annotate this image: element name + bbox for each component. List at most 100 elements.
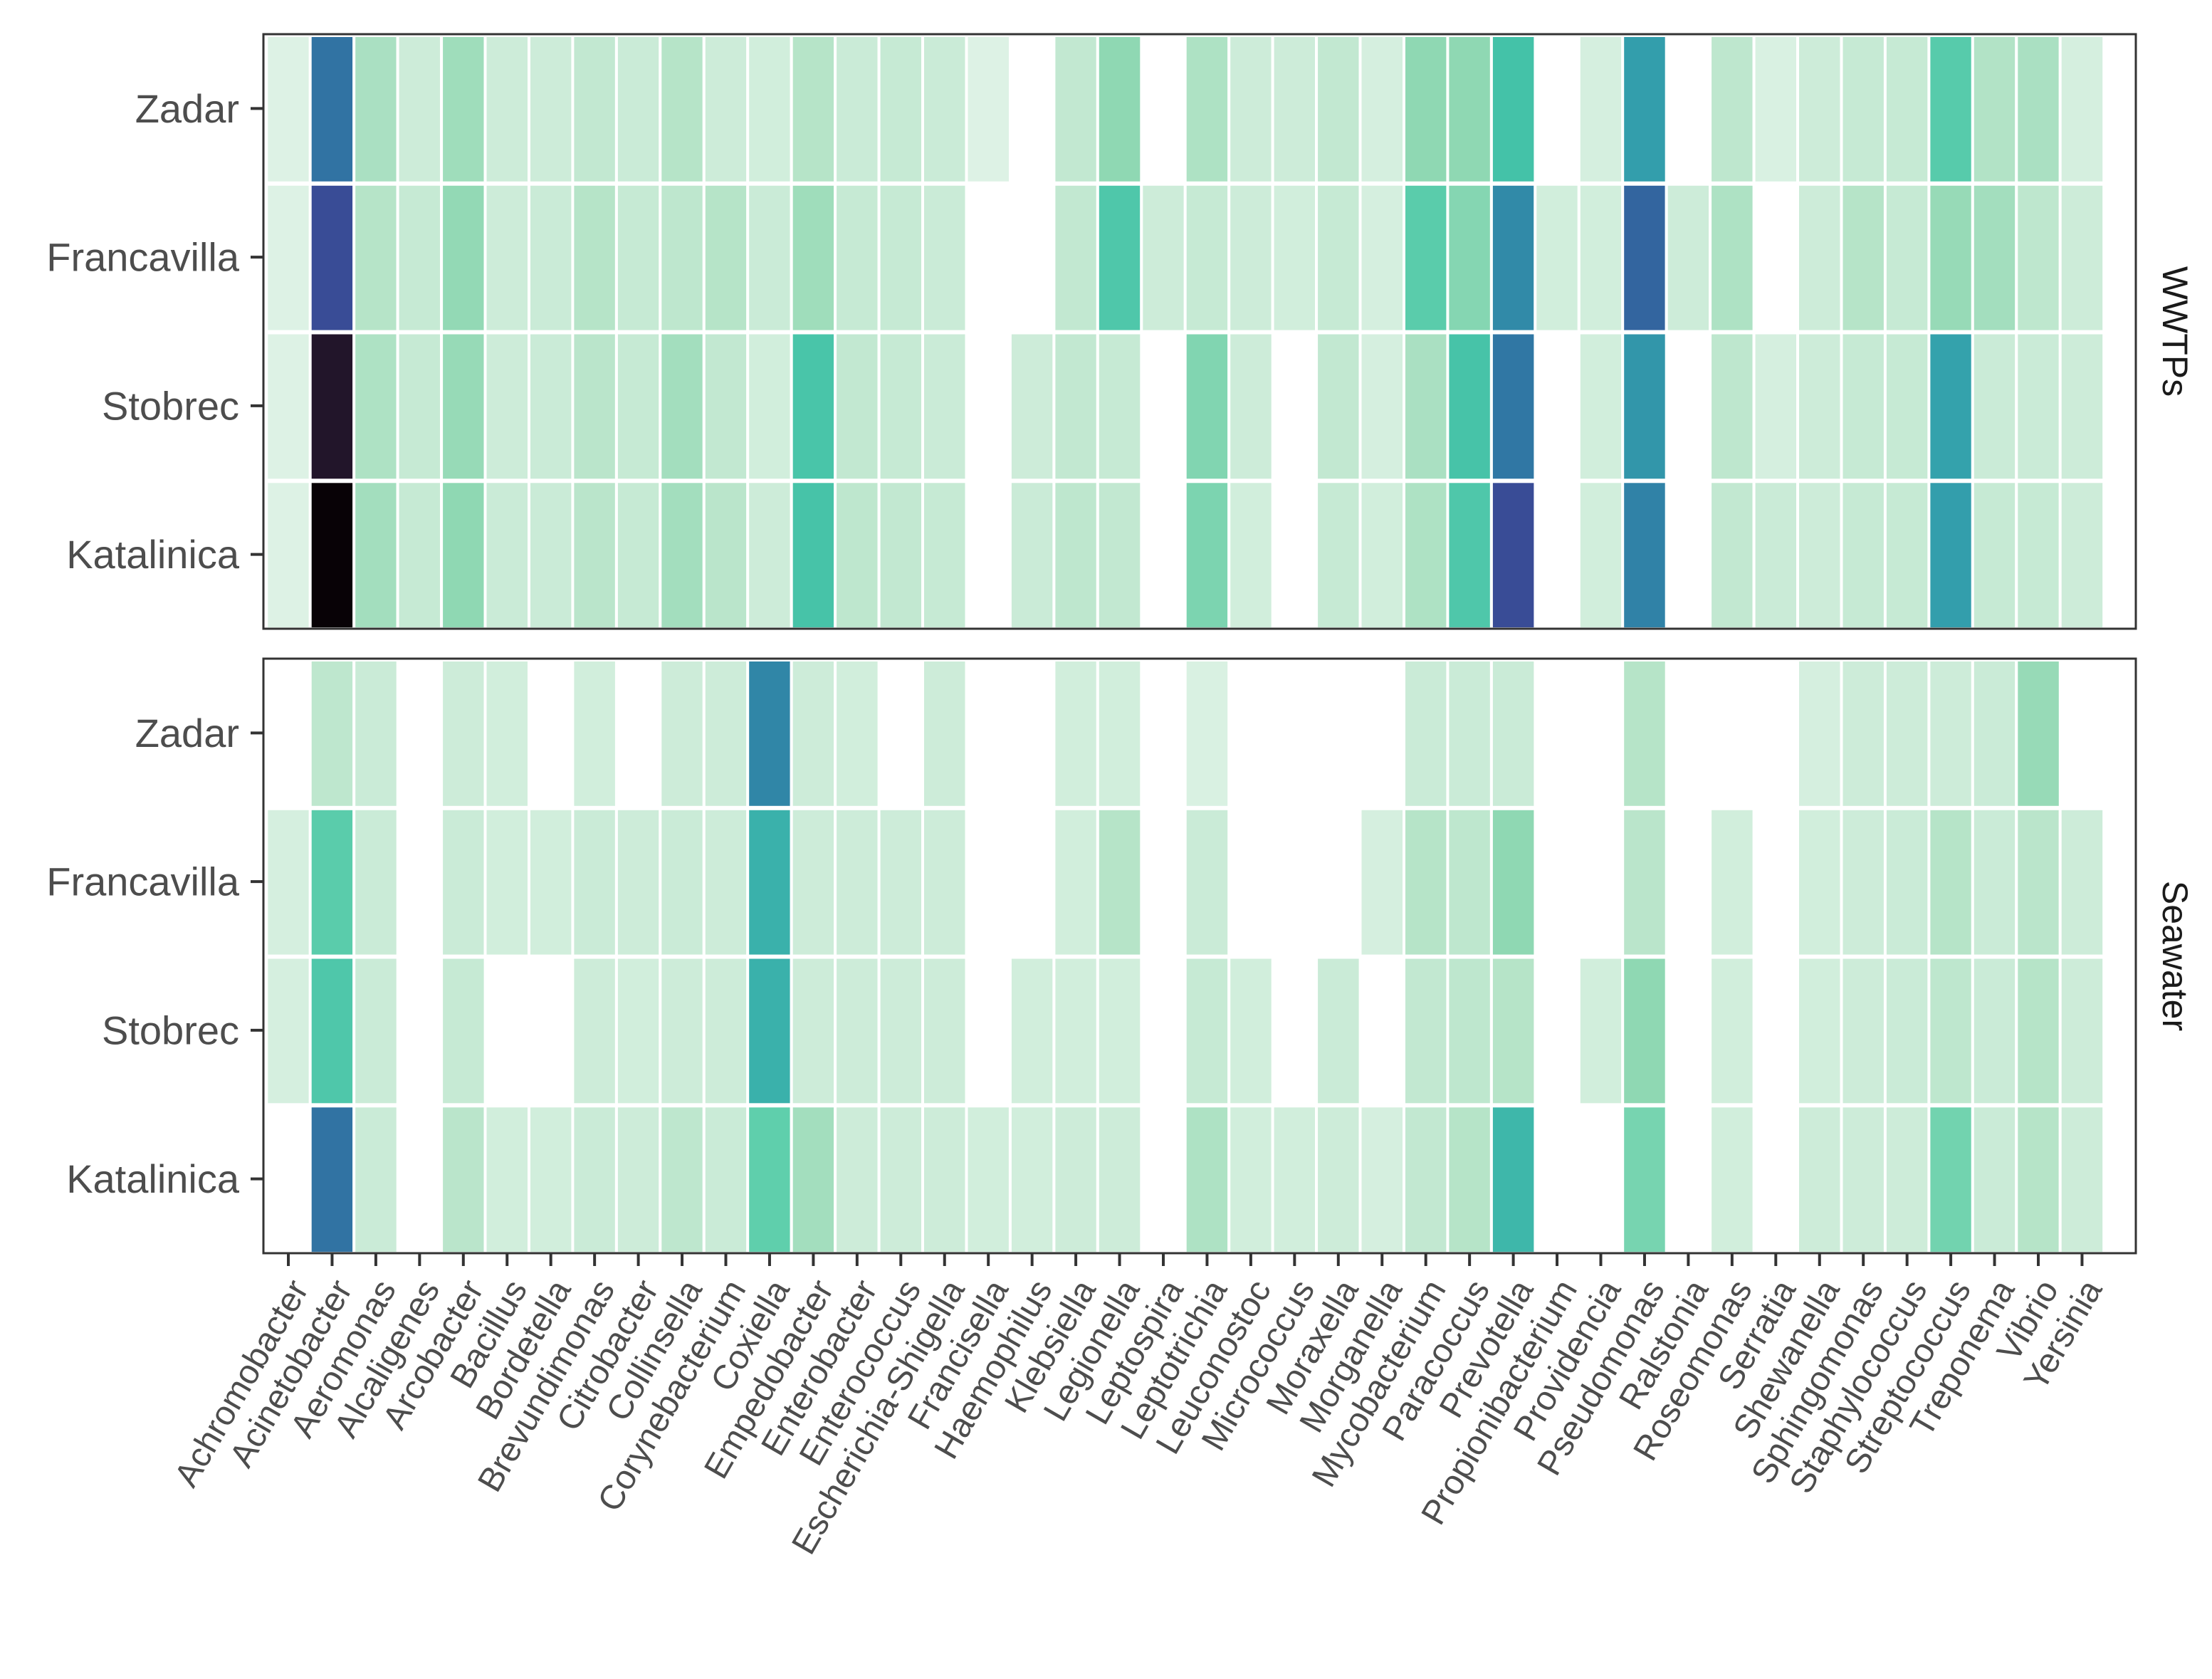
- cell-seawater-katalinica-francisella: [965, 1104, 1012, 1255]
- cell-wwtps-katalinica-leuconostoc: [1227, 480, 1274, 631]
- cell-seawater-zadar-bacillus: [483, 659, 530, 809]
- cell-seawater-francavilla-acinetobacter: [308, 807, 356, 958]
- cell-seawater-katalinica-collinsella: [659, 1104, 706, 1255]
- cell-wwtps-francavilla-vibrio: [2015, 182, 2062, 333]
- cell-wwtps-stobrec-enterococcus: [877, 331, 925, 482]
- cell-seawater-zadar-staphylococcus: [1883, 659, 1931, 809]
- cell-seawater-zadar-brevundimonas: [571, 659, 618, 809]
- cell-wwtps-stobrec-klebsiella: [1052, 331, 1099, 482]
- cell-wwtps-francavilla-staphylococcus: [1883, 182, 1931, 333]
- cell-seawater-francavilla-bordetella: [528, 807, 575, 958]
- cell-wwtps-francavilla-alcaligenes: [396, 182, 444, 333]
- cell-wwtps-zadar-morganella: [1358, 34, 1405, 184]
- row-label-seawater-zadar: Zadar: [135, 711, 239, 755]
- cell-seawater-francavilla-coxiella: [746, 807, 793, 958]
- cell-seawater-stobrec-streptococcus: [1927, 956, 1974, 1107]
- cell-wwtps-francavilla-leptotrichia: [1183, 182, 1231, 333]
- cell-wwtps-stobrec-streptococcus: [1927, 331, 1974, 482]
- cell-seawater-zadar-coxiella: [746, 659, 793, 809]
- cell-wwtps-katalinica-prevotella: [1489, 480, 1537, 631]
- cell-wwtps-zadar-paracoccus: [1446, 34, 1493, 184]
- cell-wwtps-francavilla-enterobacter: [834, 182, 881, 333]
- cell-wwtps-stobrec-brevundimonas: [571, 331, 618, 482]
- cell-wwtps-katalinica-vibrio: [2015, 480, 2062, 631]
- cell-wwtps-francavilla-prevotella: [1489, 182, 1537, 333]
- cell-seawater-katalinica-brevundimonas: [571, 1104, 618, 1255]
- cell-wwtps-stobrec-vibrio: [2015, 331, 2062, 482]
- cell-seawater-zadar-acinetobacter: [308, 659, 356, 809]
- cell-wwtps-stobrec-prevotella: [1489, 331, 1537, 482]
- row-label-wwtps-zadar: Zadar: [135, 86, 239, 131]
- cell-seawater-zadar-empedobacter: [790, 659, 837, 809]
- cell-wwtps-stobrec-roseomonas: [1709, 331, 1756, 482]
- cell-seawater-francavilla-leptotrichia: [1183, 807, 1231, 958]
- cell-wwtps-francavilla-leuconostoc: [1227, 182, 1274, 333]
- cell-wwtps-stobrec-shewanella: [1796, 331, 1843, 482]
- cell-seawater-katalinica-yersinia: [2058, 1104, 2106, 1255]
- cell-wwtps-francavilla-enterococcus: [877, 182, 925, 333]
- cell-wwtps-katalinica-arcobacter: [440, 480, 487, 631]
- cell-seawater-stobrec-prevotella: [1489, 956, 1537, 1107]
- cell-wwtps-stobrec-yersinia: [2058, 331, 2106, 482]
- cell-seawater-katalinica-vibrio: [2015, 1104, 2062, 1255]
- cell-wwtps-katalinica-enterobacter: [834, 480, 881, 631]
- cell-wwtps-zadar-staphylococcus: [1883, 34, 1931, 184]
- cell-wwtps-francavilla-bordetella: [528, 182, 575, 333]
- cell-wwtps-francavilla-paracoccus: [1446, 182, 1493, 333]
- cell-wwtps-stobrec-citrobacter: [614, 331, 662, 482]
- cell-seawater-zadar-collinsella: [659, 659, 706, 809]
- cell-seawater-stobrec-leptotrichia: [1183, 956, 1231, 1107]
- cell-seawater-stobrec-citrobacter: [614, 956, 662, 1107]
- cell-wwtps-zadar-klebsiella: [1052, 34, 1099, 184]
- cell-seawater-stobrec-empedobacter: [790, 956, 837, 1107]
- cell-seawater-zadar-paracoccus: [1446, 659, 1493, 809]
- row-label-seawater-stobrec: Stobrec: [102, 1008, 239, 1052]
- cell-seawater-katalinica-prevotella: [1489, 1104, 1537, 1255]
- cell-wwtps-zadar-micrococcus: [1271, 34, 1319, 184]
- cell-wwtps-stobrec-arcobacter: [440, 331, 487, 482]
- row-label-wwtps-francavilla: Francavilla: [46, 235, 240, 280]
- cell-wwtps-zadar-legionella: [1096, 34, 1143, 184]
- cell-seawater-stobrec-brevundimonas: [571, 956, 618, 1107]
- cell-seawater-stobrec-escherichia-shigella: [921, 956, 968, 1107]
- cell-wwtps-zadar-moraxella: [1315, 34, 1362, 184]
- cell-seawater-francavilla-corynebacterium: [702, 807, 750, 958]
- row-label-wwtps-katalinica: Katalinica: [66, 532, 240, 577]
- cell-seawater-francavilla-sphingomonas: [1840, 807, 1887, 958]
- cell-seawater-katalinica-shewanella: [1796, 1104, 1843, 1255]
- cell-wwtps-stobrec-acinetobacter: [308, 331, 356, 482]
- cell-seawater-katalinica-bordetella: [528, 1104, 575, 1255]
- cell-seawater-francavilla-paracoccus: [1446, 807, 1493, 958]
- row-label-seawater-katalinica: Katalinica: [66, 1156, 240, 1201]
- cell-seawater-stobrec-providencia: [1577, 956, 1625, 1107]
- cell-wwtps-stobrec-achromobacter: [265, 331, 312, 482]
- cell-seawater-zadar-klebsiella: [1052, 659, 1099, 809]
- cell-wwtps-zadar-providencia: [1577, 34, 1625, 184]
- cell-wwtps-katalinica-streptococcus: [1927, 480, 1974, 631]
- cell-wwtps-zadar-coxiella: [746, 34, 793, 184]
- cell-seawater-stobrec-achromobacter: [265, 956, 312, 1107]
- cell-wwtps-katalinica-escherichia-shigella: [921, 480, 968, 631]
- cell-wwtps-zadar-bordetella: [528, 34, 575, 184]
- cell-seawater-stobrec-acinetobacter: [308, 956, 356, 1107]
- cell-wwtps-zadar-treponema: [1971, 34, 2018, 184]
- cell-wwtps-stobrec-treponema: [1971, 331, 2018, 482]
- cell-seawater-katalinica-acinetobacter: [308, 1104, 356, 1255]
- cell-seawater-zadar-escherichia-shigella: [921, 659, 968, 809]
- cell-seawater-francavilla-bacillus: [483, 807, 530, 958]
- cell-seawater-francavilla-pseudomonas: [1621, 807, 1668, 958]
- cell-seawater-katalinica-treponema: [1971, 1104, 2018, 1255]
- cell-seawater-francavilla-yersinia: [2058, 807, 2106, 958]
- cell-wwtps-francavilla-achromobacter: [265, 182, 312, 333]
- cell-seawater-francavilla-aeromonas: [352, 807, 399, 958]
- cell-seawater-katalinica-streptococcus: [1927, 1104, 1974, 1255]
- cell-wwtps-francavilla-arcobacter: [440, 182, 487, 333]
- cell-seawater-francavilla-enterobacter: [834, 807, 881, 958]
- cell-seawater-katalinica-mycobacterium: [1403, 1104, 1450, 1255]
- cell-wwtps-katalinica-alcaligenes: [396, 480, 444, 631]
- cell-wwtps-katalinica-coxiella: [746, 480, 793, 631]
- cell-seawater-zadar-pseudomonas: [1621, 659, 1668, 809]
- cell-seawater-francavilla-escherichia-shigella: [921, 807, 968, 958]
- cell-wwtps-zadar-serratia: [1752, 34, 1800, 184]
- cell-wwtps-katalinica-moraxella: [1315, 480, 1362, 631]
